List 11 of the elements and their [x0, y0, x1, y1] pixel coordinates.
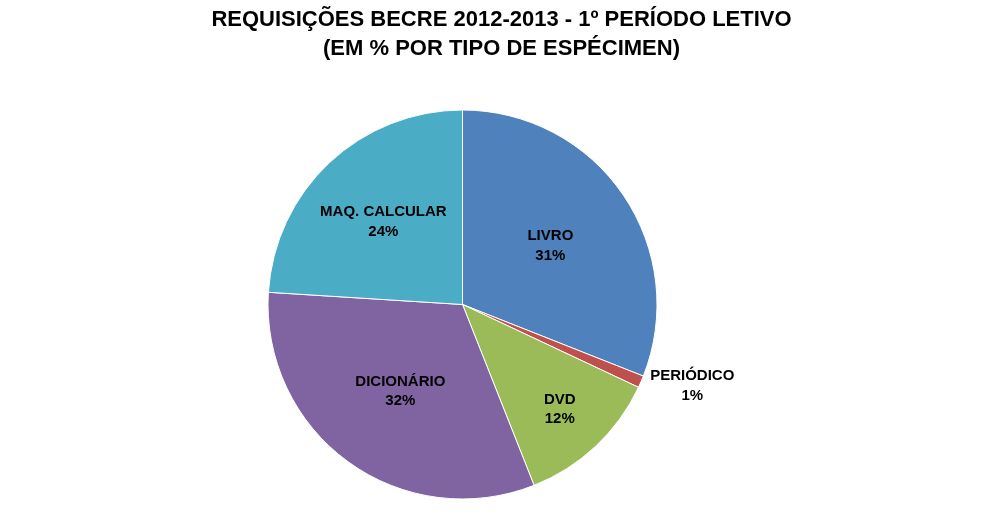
- data-label: 12%: [544, 409, 575, 427]
- data-label: 32%: [385, 391, 416, 409]
- slice-label: MAQ. CALCULAR: [320, 202, 447, 220]
- slice-label: DICIONÁRIO: [355, 371, 446, 389]
- data-label: 24%: [368, 221, 399, 239]
- chart-title: REQUISIÇÕES BECRE 2012-2013 - 1º PERÍODO LETIVO (EM % POR TIPO DE ESPÉCIMEN): [211, 6, 792, 61]
- slice-label: PERIÓDICO: [650, 366, 735, 384]
- slice-label: DVD: [543, 389, 576, 407]
- data-label: 31%: [535, 245, 566, 263]
- slice-label: LIVRO: [527, 226, 574, 244]
- data-label: 1%: [681, 385, 704, 403]
